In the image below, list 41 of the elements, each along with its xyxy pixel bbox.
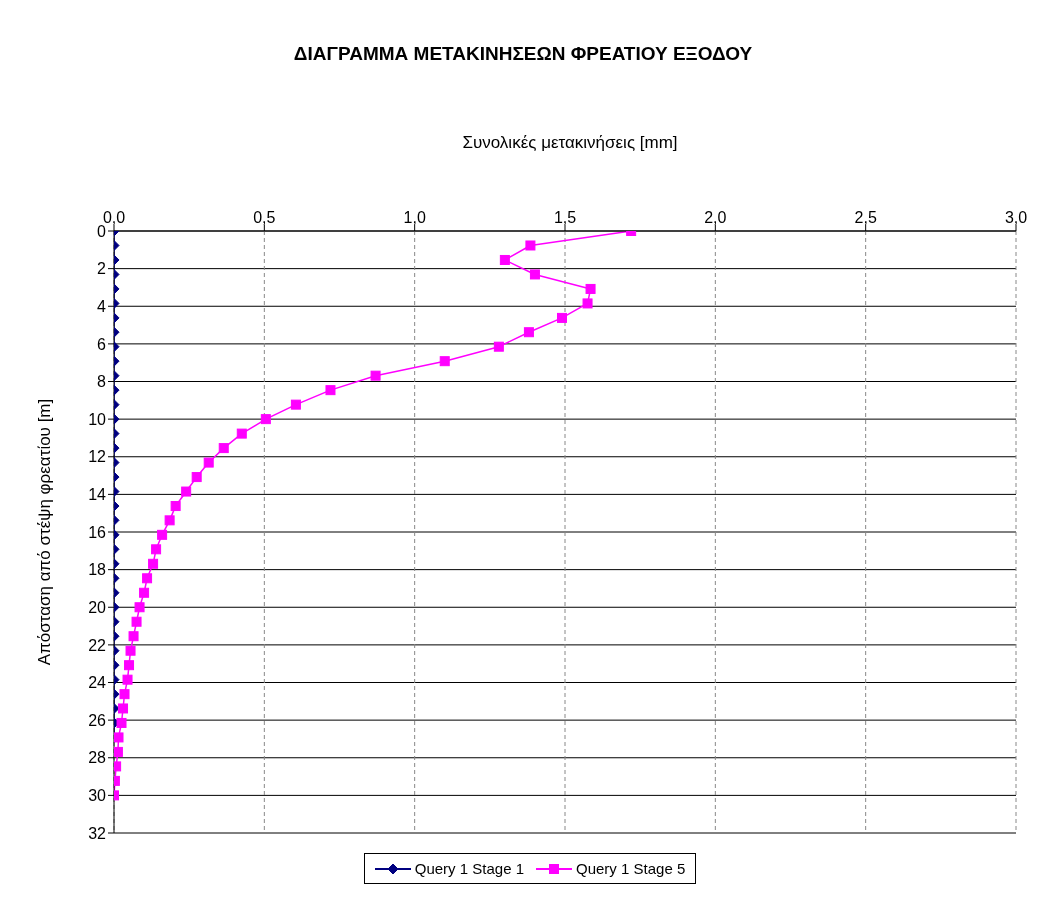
point	[439, 356, 450, 367]
legend-label: Query 1 Stage 1	[413, 860, 524, 877]
y-tick-label: 30	[88, 787, 107, 805]
x-tick-label: 2,5	[854, 209, 877, 226]
y-tick-label: 24	[88, 674, 107, 692]
y-tick-label: 16	[88, 523, 107, 541]
x-tick-label: 0,5	[253, 209, 276, 226]
point	[582, 298, 593, 309]
point	[370, 370, 381, 381]
point	[585, 283, 596, 294]
x-tick-label: 1,0	[403, 209, 426, 226]
chart-title: ΔΙΑΓΡΑΜΜΑ ΜΕΤΑΚΙΝΗΣΕΩΝ ΦΡΕΑΤΙΟΥ ΕΞΟΔΟΥ	[292, 43, 754, 65]
legend-label: Query 1 Stage 5	[575, 860, 686, 877]
x-tick-label: 2,0	[704, 209, 727, 226]
x-tick-label: 1,5	[553, 209, 577, 226]
point	[499, 254, 510, 265]
point	[260, 414, 271, 425]
point	[493, 341, 504, 352]
y-tick-label: 32	[88, 824, 107, 842]
y-tick-label: 26	[88, 711, 107, 729]
y-tick-label: 4	[97, 297, 107, 315]
point	[525, 240, 536, 251]
x-axis-title: Συνολικές μετακινήσεις [mm]	[461, 133, 679, 153]
point	[290, 399, 301, 410]
y-tick-label: 2	[97, 260, 107, 278]
point	[325, 385, 336, 396]
y-tick-label: 20	[88, 598, 107, 616]
point	[556, 312, 567, 323]
y-tick-label: 28	[88, 749, 107, 767]
point	[181, 486, 192, 497]
y-tick-label: 14	[88, 486, 107, 504]
y-tick-label: 10	[88, 410, 107, 428]
y-axis-title: Απόσταση από στέψη φρεατίου [m]	[35, 398, 55, 666]
y-tick-label: 18	[88, 561, 107, 579]
point	[523, 327, 534, 338]
y-tick-label: 6	[97, 335, 107, 353]
y-tick-label: 8	[97, 373, 107, 391]
y-tick-label: 22	[88, 636, 107, 654]
x-tick-label: 3,0	[1004, 209, 1028, 226]
y-tick-label: 12	[88, 448, 107, 466]
point	[529, 269, 540, 280]
